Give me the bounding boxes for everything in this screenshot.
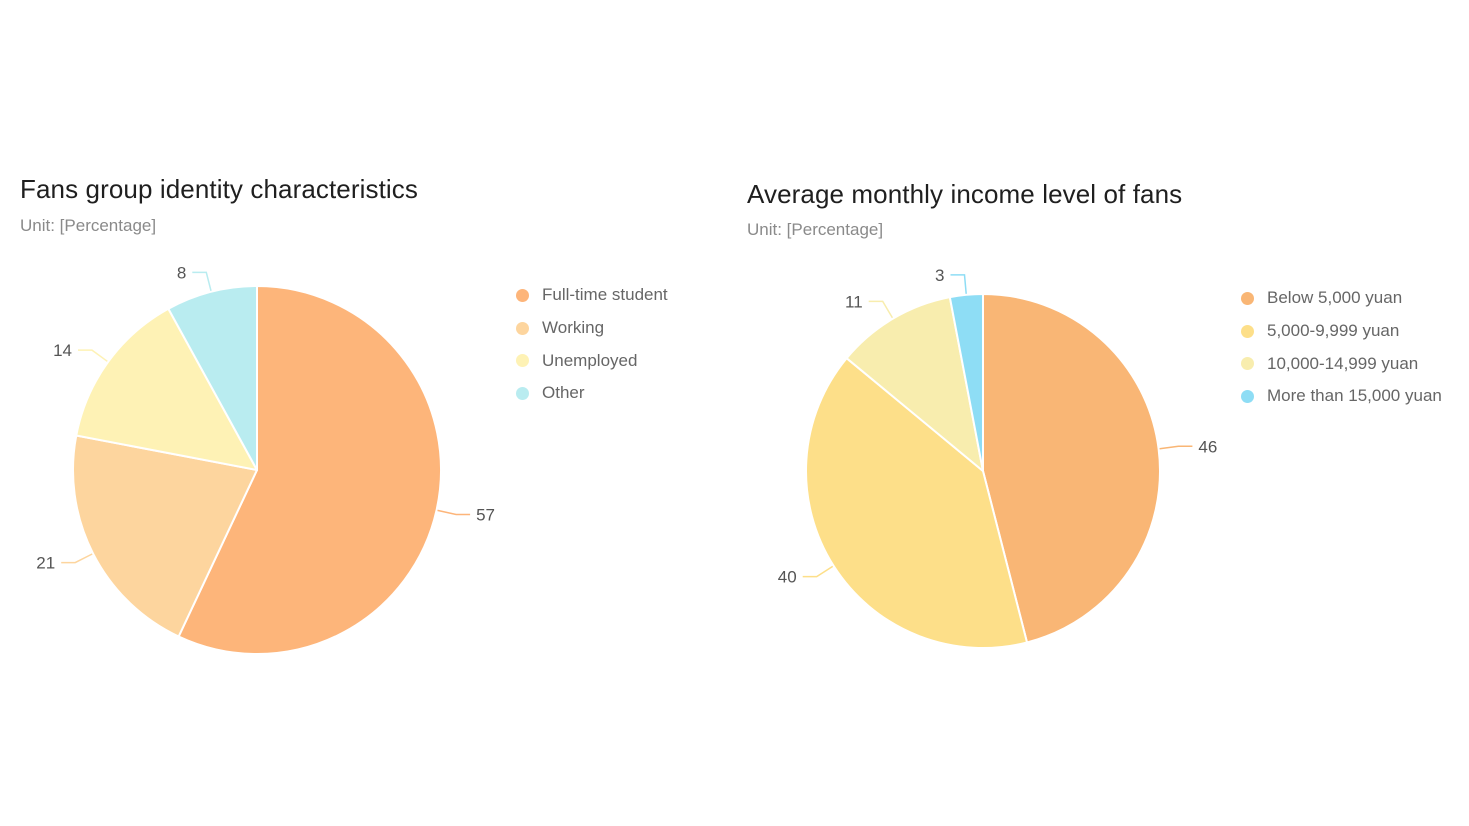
legend-swatch bbox=[1241, 324, 1254, 338]
chart-title: Average monthly income level of fans bbox=[747, 179, 1183, 209]
chart-subtitle: Unit: [Percentage] bbox=[20, 216, 157, 235]
leader-line bbox=[61, 553, 93, 564]
legend-label: Other bbox=[542, 383, 585, 403]
data-label: 11 bbox=[845, 292, 863, 311]
income-chart-panel: Average monthly income level of fans Uni… bbox=[734, 0, 1468, 826]
legend-label: Unemployed bbox=[542, 350, 638, 370]
legend-label: Working bbox=[542, 318, 605, 338]
legend-item-5000-9999-yuan[interactable]: 5,000-9,999 yuan bbox=[1241, 315, 1442, 348]
leader-line bbox=[192, 271, 212, 291]
leader-line bbox=[802, 565, 834, 578]
pie-data-labels: 57 21 14 8 bbox=[36, 263, 495, 572]
data-label: 57 bbox=[476, 506, 495, 525]
legend-item-full-time-student[interactable]: Full-time student bbox=[516, 279, 668, 312]
data-label: 8 bbox=[177, 263, 186, 282]
pie-slice-below-5-000-yuan[interactable] bbox=[982, 293, 1161, 644]
legend-label: 5,000-9,999 yuan bbox=[1267, 321, 1400, 341]
leader-line bbox=[950, 274, 967, 294]
pie-chart: 57 21 14 8 bbox=[36, 263, 495, 655]
leader-line bbox=[1159, 445, 1193, 450]
pie-slice-working[interactable] bbox=[72, 434, 258, 638]
legend-item-more-than-15000-yuan[interactable]: More than 15,000 yuan bbox=[1241, 380, 1442, 413]
legend: Full-time student Working Unemployed Oth… bbox=[516, 279, 668, 410]
pie-slice-5-000-9-999-yuan[interactable] bbox=[805, 357, 1029, 649]
pie-chart: 46 40 11 3 bbox=[778, 266, 1218, 649]
leader-line bbox=[437, 509, 471, 516]
identity-chart-panel: Fans group identity characteristics Unit… bbox=[0, 0, 734, 826]
legend-swatch bbox=[1241, 389, 1254, 403]
legend-item-working[interactable]: Working bbox=[516, 312, 668, 345]
data-label: 21 bbox=[36, 554, 55, 573]
data-label: 3 bbox=[935, 266, 944, 285]
legend-item-below-5000-yuan[interactable]: Below 5,000 yuan bbox=[1241, 282, 1442, 315]
pie-slice-more-than-15-000-yuan[interactable] bbox=[948, 293, 984, 472]
leader-line bbox=[868, 300, 894, 319]
legend: Below 5,000 yuan 5,000-9,999 yuan 10,000… bbox=[1241, 282, 1442, 413]
legend-label: 10,000-14,999 yuan bbox=[1267, 353, 1419, 373]
legend-item-unemployed[interactable]: Unemployed bbox=[516, 344, 668, 377]
legend-label: More than 15,000 yuan bbox=[1267, 386, 1442, 406]
pie-slice-10-000-14-999-yuan[interactable] bbox=[845, 296, 984, 472]
data-label: 14 bbox=[53, 341, 72, 360]
legend-swatch bbox=[516, 354, 529, 368]
leader-line bbox=[78, 349, 108, 362]
legend-item-10000-14999-yuan[interactable]: 10,000-14,999 yuan bbox=[1241, 347, 1442, 380]
pie-slices bbox=[72, 285, 442, 655]
legend-swatch bbox=[1241, 291, 1254, 305]
legend-item-other[interactable]: Other bbox=[516, 377, 668, 410]
data-label: 46 bbox=[1198, 437, 1217, 456]
pie-slice-unemployed[interactable] bbox=[75, 307, 258, 471]
legend-swatch bbox=[1241, 357, 1254, 371]
chart-subtitle: Unit: [Percentage] bbox=[747, 220, 884, 239]
pie-slices bbox=[805, 293, 1161, 649]
legend-label: Full-time student bbox=[542, 285, 668, 305]
legend-swatch bbox=[516, 321, 529, 335]
pie-data-labels: 46 40 11 3 bbox=[778, 266, 1218, 587]
chart-title: Fans group identity characteristics bbox=[20, 174, 419, 204]
legend-label: Below 5,000 yuan bbox=[1267, 288, 1403, 308]
legend-swatch bbox=[516, 386, 529, 400]
data-label: 40 bbox=[778, 568, 797, 587]
pie-slice-other[interactable] bbox=[167, 285, 258, 471]
legend-swatch bbox=[516, 288, 529, 302]
pie-slice-full-time-student[interactable] bbox=[177, 285, 442, 655]
